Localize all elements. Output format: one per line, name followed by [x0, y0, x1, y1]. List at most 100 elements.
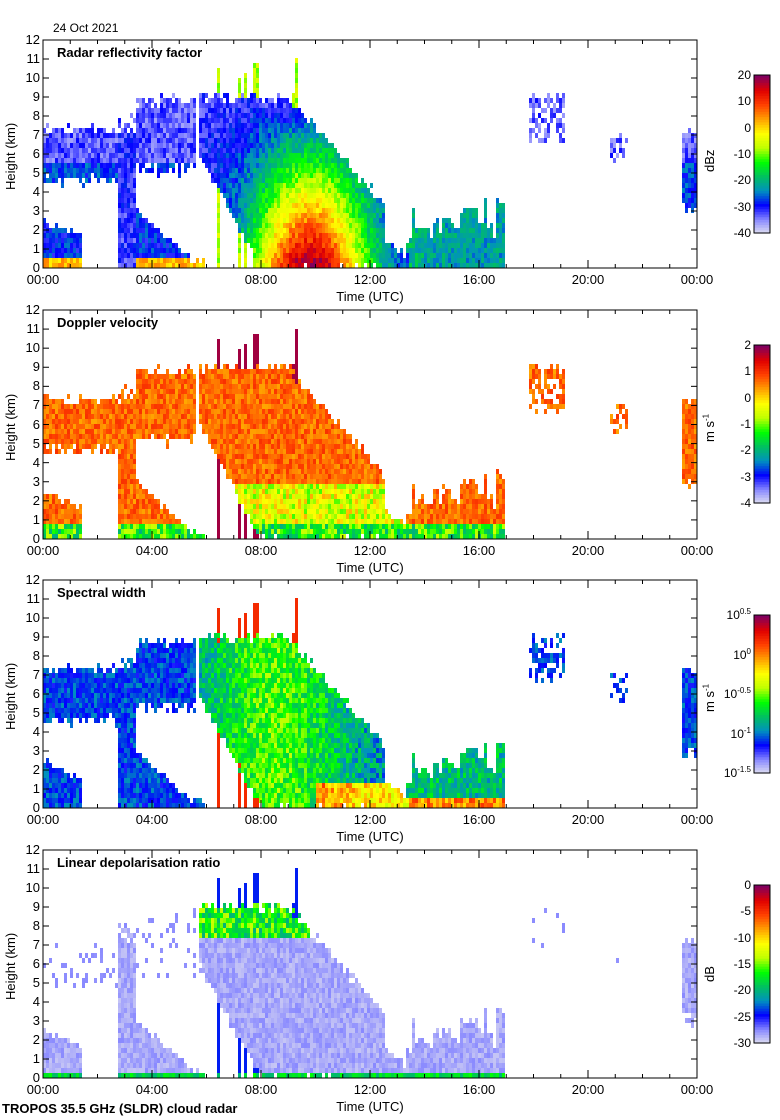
echo-cell — [220, 444, 223, 449]
echo-cell — [223, 409, 226, 414]
echo-cell — [130, 409, 133, 414]
echo-cell — [118, 524, 121, 529]
echo-cell — [241, 163, 244, 168]
echo-cell — [148, 253, 151, 258]
echo-cell — [418, 263, 421, 268]
echo-cell — [532, 108, 535, 113]
echo-cell — [187, 404, 190, 409]
echo-cell — [259, 509, 262, 514]
echo-cell — [55, 138, 58, 143]
echo-cell — [46, 514, 49, 519]
echo-cell — [190, 399, 193, 404]
echo-cell — [271, 509, 274, 514]
echo-cell — [217, 203, 220, 208]
echo-cell — [226, 444, 229, 449]
echo-cell — [490, 263, 493, 268]
echo-cell — [448, 238, 451, 243]
echo-cell — [271, 374, 274, 379]
echo-cell — [226, 118, 229, 123]
echo-cell — [340, 238, 343, 243]
echo-cell — [202, 153, 205, 158]
echo-cell — [277, 509, 280, 514]
echo-cell — [325, 218, 328, 223]
echo-cell — [256, 459, 259, 464]
echo-cell — [412, 213, 415, 218]
echo-cell — [268, 364, 271, 369]
echo-cell — [67, 238, 70, 243]
echo-cell — [688, 193, 691, 198]
echo-cell — [610, 153, 613, 158]
echo-cell — [178, 168, 181, 173]
echo-cell — [334, 148, 337, 153]
echo-cell — [217, 198, 220, 203]
echo-cell — [64, 434, 67, 439]
echo-cell — [301, 128, 304, 133]
echo-cell — [82, 404, 85, 409]
echo-cell — [265, 253, 268, 258]
echo-cell — [136, 153, 139, 158]
echo-cell — [451, 238, 454, 243]
echo-cell — [154, 123, 157, 128]
echo-cell — [262, 138, 265, 143]
echo-cell — [244, 198, 247, 203]
echo-cell — [106, 163, 109, 168]
echo-cell — [295, 78, 298, 83]
echo-cell — [136, 228, 139, 233]
echo-cell — [151, 399, 154, 404]
echo-cell — [175, 399, 178, 404]
echo-cell — [244, 409, 247, 414]
echo-cell — [184, 108, 187, 113]
echo-cell — [331, 263, 334, 268]
echo-cell — [130, 188, 133, 193]
echo-cell — [229, 409, 232, 414]
echo-cell — [76, 524, 79, 529]
echo-cell — [91, 434, 94, 439]
echo-cell — [253, 73, 256, 78]
echo-cell — [241, 449, 244, 454]
echo-cell — [355, 203, 358, 208]
echo-cell — [292, 128, 295, 133]
echo-cell — [181, 389, 184, 394]
echo-cell — [127, 243, 130, 248]
echo-cell — [124, 524, 127, 529]
echo-cell — [97, 424, 100, 429]
echo-cell — [154, 143, 157, 148]
echo-cell — [307, 233, 310, 238]
echo-cell — [244, 263, 247, 268]
echo-cell — [268, 494, 271, 499]
echo-cell — [133, 459, 136, 464]
echo-cell — [241, 444, 244, 449]
echo-cell — [271, 108, 274, 113]
echo-cell — [121, 404, 124, 409]
echo-cell — [211, 409, 214, 414]
echo-cell — [328, 243, 331, 248]
echo-cell — [319, 193, 322, 198]
echo-cell — [121, 454, 124, 459]
echo-cell — [109, 133, 112, 138]
echo-cell — [265, 198, 268, 203]
echo-cell — [229, 414, 232, 419]
echo-cell — [214, 173, 217, 178]
echo-cell — [271, 103, 274, 108]
echo-cell — [337, 238, 340, 243]
echo-cell — [259, 233, 262, 238]
echo-cell — [118, 208, 121, 213]
echo-cell — [238, 233, 241, 238]
echo-cell — [268, 429, 271, 434]
echo-cell — [271, 384, 274, 389]
echo-cell — [118, 429, 121, 434]
echo-cell — [214, 143, 217, 148]
echo-cell — [232, 203, 235, 208]
echo-cell — [286, 238, 289, 243]
echo-cell — [352, 238, 355, 243]
echo-cell — [178, 138, 181, 143]
echo-cell — [277, 213, 280, 218]
echo-cell — [289, 218, 292, 223]
echo-cell — [58, 519, 61, 524]
echo-cell — [79, 514, 82, 519]
echo-cell — [217, 479, 220, 484]
echo-cell — [286, 529, 289, 534]
echo-cell — [55, 168, 58, 173]
echo-cell — [373, 248, 376, 253]
echo-cell — [247, 163, 250, 168]
